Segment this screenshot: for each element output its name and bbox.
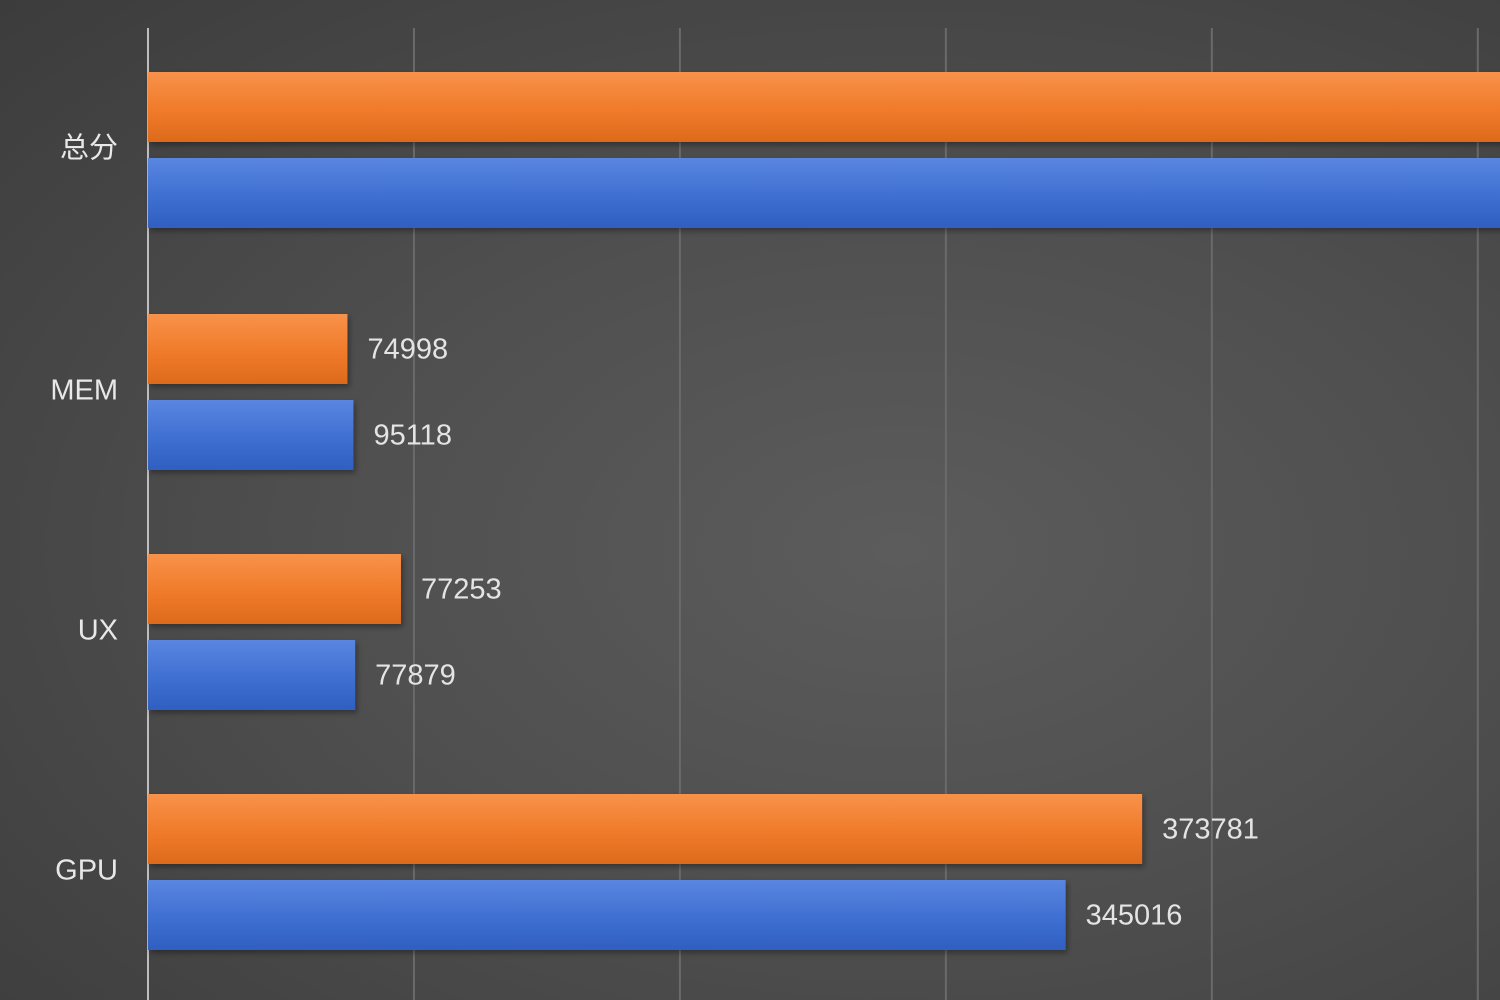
bars	[148, 72, 1500, 950]
bar-blue	[148, 400, 354, 470]
bar-orange	[148, 314, 348, 384]
bar-blue	[148, 640, 356, 710]
category-label: GPU	[55, 855, 118, 887]
data-label: 373781	[1162, 814, 1259, 846]
category-label: 总分	[60, 132, 118, 165]
bar-orange	[148, 554, 401, 624]
data-label: 77879	[375, 660, 456, 692]
data-label: 77253	[421, 574, 502, 606]
bar-blue	[148, 880, 1066, 950]
category-label: UX	[78, 615, 118, 647]
data-label: 74998	[367, 334, 448, 366]
category-label: MEM	[50, 375, 118, 407]
data-label: 345016	[1086, 900, 1183, 932]
data-label: 95118	[373, 420, 452, 452]
bar-blue	[148, 158, 1500, 228]
bar-orange	[148, 72, 1500, 142]
labels: 总分 MEM 74998 95118 UX 77253 77879 GPU 373781 3450…	[50, 132, 1259, 932]
bar-orange	[148, 794, 1143, 864]
